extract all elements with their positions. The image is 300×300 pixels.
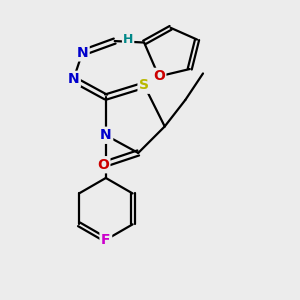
Text: S: S: [139, 78, 149, 92]
Text: N: N: [68, 72, 79, 86]
Text: H: H: [123, 33, 133, 46]
Text: O: O: [97, 158, 109, 172]
Text: N: N: [100, 128, 112, 142]
Text: F: F: [101, 233, 111, 247]
Text: N: N: [76, 46, 88, 60]
Text: O: O: [153, 69, 165, 83]
